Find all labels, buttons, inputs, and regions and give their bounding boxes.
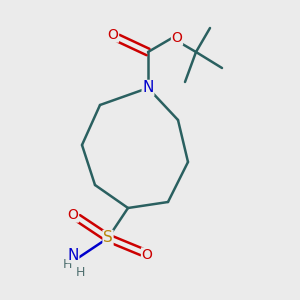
Text: N: N xyxy=(67,248,79,262)
Text: N: N xyxy=(142,80,154,95)
Text: H: H xyxy=(75,266,85,278)
Text: O: O xyxy=(108,28,118,42)
Text: O: O xyxy=(172,31,182,45)
Text: S: S xyxy=(103,230,113,245)
Text: O: O xyxy=(142,248,152,262)
Text: O: O xyxy=(68,208,78,222)
Text: H: H xyxy=(62,259,72,272)
